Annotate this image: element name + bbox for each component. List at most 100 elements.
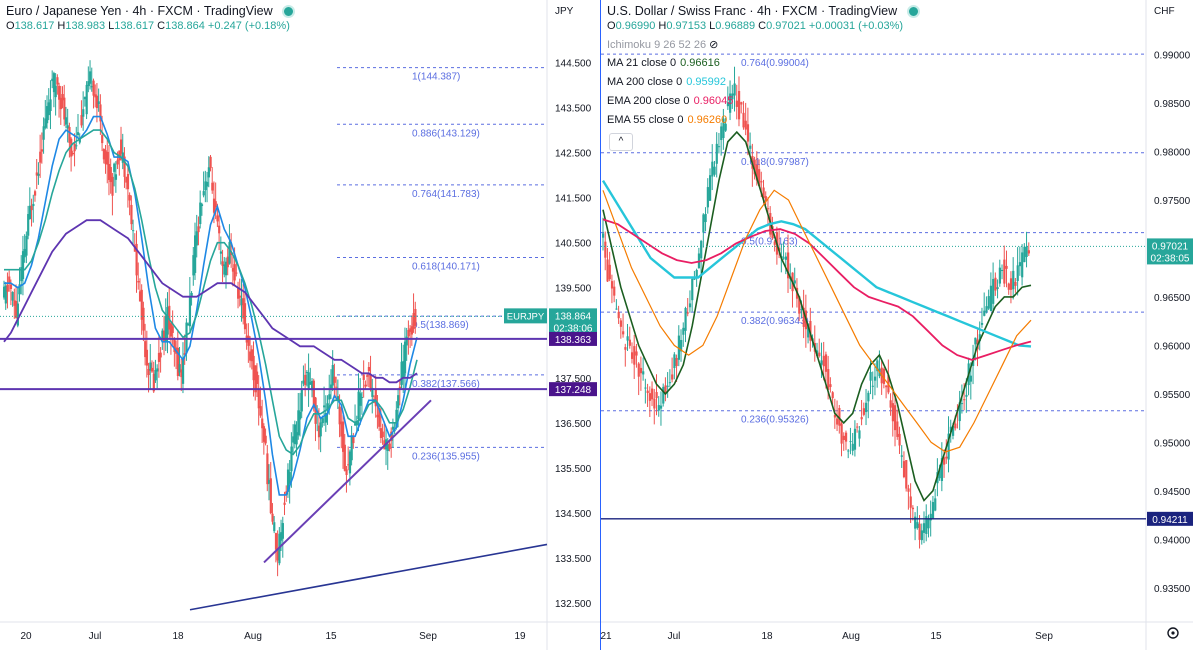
y-tick-label: 0.95500 xyxy=(1154,390,1191,401)
indicator-legend-item[interactable]: MA 200 close 0 0.95992 xyxy=(607,76,726,88)
candle-body xyxy=(960,403,964,405)
candle-body xyxy=(831,392,834,399)
y-tick-label: 135.500 xyxy=(555,464,592,475)
candle-body xyxy=(896,421,899,437)
candle-body xyxy=(931,502,935,519)
eurjpy-ohlc: O138.617 H138.983 L138.617 C138.864 +0.2… xyxy=(6,20,290,32)
moving-average-line[interactable] xyxy=(602,218,1032,361)
candle-body xyxy=(195,231,198,246)
candle-body xyxy=(82,109,85,117)
y-tick-label: 141.500 xyxy=(555,194,592,205)
indicator-legend-item[interactable]: Ichimoku 9 26 52 26 ⊘ xyxy=(607,38,718,51)
moving-average-line[interactable] xyxy=(602,130,1032,502)
candle-body xyxy=(671,374,674,380)
support-trendline[interactable] xyxy=(263,399,432,564)
open-label: O xyxy=(607,20,616,32)
candle-body xyxy=(894,405,897,431)
candle-body xyxy=(273,522,276,532)
candle-body xyxy=(249,351,252,361)
candle-body xyxy=(889,400,892,408)
candle-body xyxy=(969,375,973,382)
candle-body xyxy=(13,300,16,306)
candle-body xyxy=(853,428,857,450)
candle-body xyxy=(700,240,703,259)
candle-body xyxy=(224,261,228,276)
candle-body xyxy=(42,126,45,140)
indicator-legend-item[interactable]: EMA 55 close 0 0.96260 xyxy=(607,114,727,126)
symbol-name[interactable]: Euro / Japanese Yen xyxy=(6,4,122,18)
candle-body xyxy=(951,426,955,436)
candle-body xyxy=(784,256,787,260)
settings-gear-icon[interactable] xyxy=(1167,627,1179,639)
candle-body xyxy=(211,182,214,191)
candle-body xyxy=(144,341,147,358)
settings-gear-icon-center xyxy=(1171,631,1175,635)
candle-body xyxy=(624,347,627,350)
candle-body xyxy=(666,385,669,387)
candle-body xyxy=(680,339,683,352)
eurjpy-chart-pane[interactable]: 144.500 143.500 142.500 141.500 140.500 139.5… xyxy=(0,0,600,650)
usdchf-chart-pane[interactable]: 0.990000.985000.980000.975000.970000.965… xyxy=(601,0,1193,650)
candle-body xyxy=(97,101,100,105)
symbol-name[interactable]: U.S. Dollar / Swiss Franc xyxy=(607,4,746,18)
candle-body xyxy=(1025,246,1028,257)
moving-average-line[interactable] xyxy=(4,115,418,496)
x-tick-label: Sep xyxy=(1035,631,1053,642)
candle-body xyxy=(378,407,381,427)
eurjpy-chart-canvas[interactable]: 144.500 143.500 142.500 141.500 140.500 139.5… xyxy=(0,0,600,650)
candle-body xyxy=(978,334,981,342)
candle-body xyxy=(352,437,355,444)
candle-body xyxy=(862,408,866,415)
candle-body xyxy=(659,405,663,409)
interval[interactable]: 4h xyxy=(757,4,771,18)
candle-body xyxy=(637,363,640,377)
candle-body xyxy=(400,361,403,385)
candle-body xyxy=(237,288,240,299)
indicator-legend-item[interactable]: MA 21 close 0 0.96616 xyxy=(607,57,720,69)
candle-body xyxy=(851,443,854,451)
interval[interactable]: 4h xyxy=(132,4,147,18)
fib-level-label: 0.236(135.955) xyxy=(412,451,480,462)
candle-body xyxy=(1012,270,1015,290)
moving-average-line[interactable] xyxy=(601,179,1032,348)
moving-average-line[interactable] xyxy=(3,219,418,384)
collapse-legend-button[interactable]: ^ xyxy=(609,133,633,151)
moving-average-line[interactable] xyxy=(602,189,1032,453)
level-price-badge xyxy=(1147,511,1193,526)
candle-body xyxy=(207,167,210,178)
candle-body xyxy=(21,251,25,280)
candle-body xyxy=(280,532,283,541)
candle-body xyxy=(61,94,64,101)
broker: FXCM xyxy=(782,4,818,18)
candle-body xyxy=(858,430,861,439)
candle-body xyxy=(261,418,264,429)
candle-body xyxy=(914,516,917,529)
candle-body xyxy=(397,395,400,409)
candle-body xyxy=(911,507,915,510)
hidden-eye-icon[interactable]: ⊘ xyxy=(706,39,719,51)
indicator-legend-item[interactable]: EMA 200 close 0 0.96045 xyxy=(607,95,733,107)
candle-body xyxy=(157,352,161,362)
candle-body xyxy=(190,292,193,297)
candle-body xyxy=(329,384,333,389)
indicator-value: 0.96260 xyxy=(687,114,728,126)
candle-body xyxy=(876,360,879,372)
usdchf-chart-canvas[interactable]: 0.990000.985000.980000.975000.970000.965… xyxy=(601,0,1193,650)
moving-average-line[interactable] xyxy=(4,129,418,456)
long-support-trendline[interactable] xyxy=(189,543,548,611)
candle-body xyxy=(1016,265,1019,282)
candle-body xyxy=(639,367,643,374)
candle-body xyxy=(44,118,47,128)
candle-body xyxy=(622,331,625,335)
candle-body xyxy=(635,351,638,356)
candle-body xyxy=(943,457,946,465)
open-value: 138.617 xyxy=(14,20,55,32)
candle-body xyxy=(328,394,331,400)
candle-body xyxy=(985,306,988,312)
candle-body xyxy=(331,365,334,386)
candle-body xyxy=(735,100,738,107)
candle-body xyxy=(99,104,102,122)
candle-body xyxy=(111,176,114,196)
candle-body xyxy=(677,335,680,360)
y-tick-label: 132.500 xyxy=(555,599,592,610)
